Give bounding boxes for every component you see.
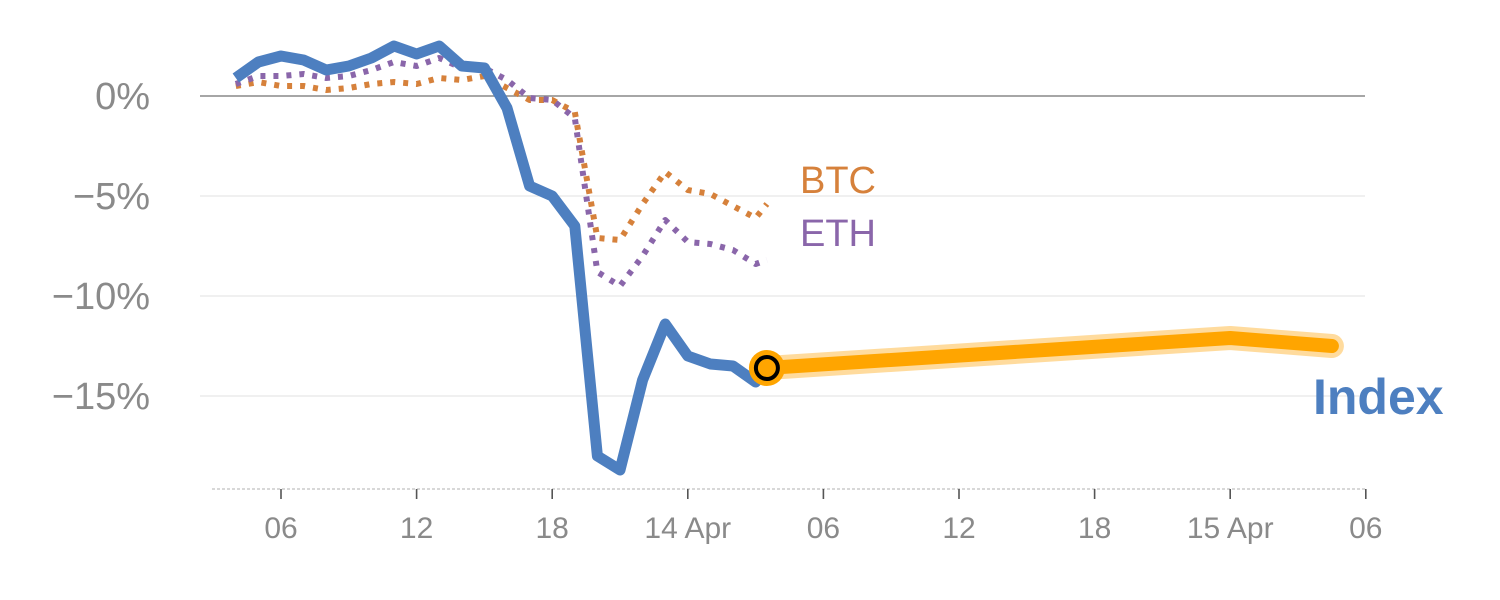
x-tick-label: 14 Apr bbox=[644, 512, 731, 545]
x-tick-label: 12 bbox=[942, 512, 975, 545]
index-line bbox=[232, 40, 772, 476]
x-axis: 06 12 18 14 Apr 06 12 18 15 Apr 06 bbox=[212, 488, 1382, 545]
y-tick-label: −5% bbox=[73, 176, 150, 218]
x-tick-label: 18 bbox=[1078, 512, 1111, 545]
btc-line bbox=[235, 73, 770, 243]
x-tick-label: 15 Apr bbox=[1187, 512, 1274, 545]
x-tick-label: 18 bbox=[536, 512, 569, 545]
eth-line bbox=[234, 55, 768, 289]
y-axis-labels: 0% −5% −10% −15% bbox=[52, 76, 150, 418]
x-tick-label: 06 bbox=[264, 512, 297, 545]
y-tick-label: −10% bbox=[52, 276, 150, 318]
series-lines bbox=[232, 40, 1344, 476]
forecast-line bbox=[759, 331, 1339, 375]
x-tick-label: 12 bbox=[400, 512, 433, 545]
series-label-index: Index bbox=[1313, 369, 1444, 425]
series-label-btc: BTC bbox=[800, 160, 876, 202]
x-tick-label: 06 bbox=[807, 512, 840, 545]
current-point-marker bbox=[753, 355, 780, 381]
series-label-eth: ETH bbox=[800, 213, 876, 255]
grid-lines bbox=[200, 95, 1365, 397]
series-labels: BTC ETH Index bbox=[800, 160, 1444, 425]
y-tick-label: −15% bbox=[52, 376, 150, 418]
x-tick-label: 06 bbox=[1349, 512, 1382, 545]
y-tick-label: 0% bbox=[95, 76, 150, 118]
marker-layer bbox=[748, 350, 785, 386]
